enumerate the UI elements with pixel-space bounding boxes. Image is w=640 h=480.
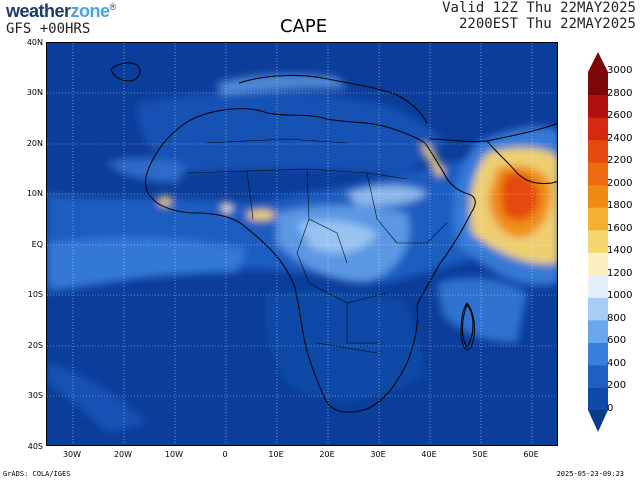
colorbar-swatch-1600 [588,207,608,231]
lon-label-60e: 60E [523,450,539,459]
logo-registered-mark: ® [109,2,117,12]
model-run-label: GFS +00HRS [6,21,91,37]
colorbar-swatch-2000 [588,162,608,186]
colorbar-bottom-arrow [588,410,608,432]
colorbar-label-2200: 2200 [607,155,633,167]
cape-colorbar [588,52,608,432]
lon-label-10w: 10W [164,450,184,459]
colorbar-label-2600: 2600 [607,110,633,122]
colorbar-top-arrow [588,52,608,72]
lon-label-20w: 20W [113,450,133,459]
valid-time: Valid 12Z Thu 22MAY2025 2200EST Thu 22MA… [442,0,636,32]
colorbar-label-2400: 2400 [607,132,633,144]
colorbar-label-1800: 1800 [607,200,633,212]
colorbar-label-1600: 1600 [607,222,633,234]
lon-label-50e: 50E [472,450,488,459]
colorbar-label-0: 0 [607,403,614,414]
lat-label-eq: EQ [31,240,43,249]
valid-time-utc: Valid 12Z Thu 22MAY2025 [442,0,636,16]
lat-label-10s: 10S [27,290,43,299]
lat-lon-grid [47,43,557,445]
lon-label-30w: 30W [62,450,82,459]
colorbar-swatch-1000 [588,274,608,298]
colorbar-label-600: 600 [607,335,627,347]
colorbar-swatches [588,72,608,411]
colorbar-label-2800: 2800 [607,87,633,99]
lon-label-0: 0 [222,450,228,459]
lat-label-40n: 40N [26,38,43,47]
colorbar-label-1200: 1200 [607,267,633,279]
colorbar-label-400: 400 [607,357,627,369]
colorbar-swatch-600 [588,319,608,343]
lat-label-40s: 40S [27,442,43,451]
footer-credit: GrADS: COLA/IGES [3,470,71,478]
valid-time-local: 2200EST Thu 22MAY2025 [458,16,636,32]
colorbar-swatch-2800 [588,72,608,96]
coastlines [110,62,557,413]
lat-label-30n: 30N [26,88,43,97]
cape-map [46,42,558,446]
map-title: CAPE [280,16,328,37]
colorbar-label-1400: 1400 [607,245,633,257]
colorbar-label-1000: 1000 [607,290,633,302]
colorbar-swatch-1200 [588,252,608,276]
colorbar-label-800: 800 [607,312,627,324]
colorbar-swatch-1800 [588,184,608,208]
colorbar-swatch-2600 [588,94,608,118]
colorbar-swatch-1400 [588,229,608,253]
lat-label-20s: 20S [27,341,43,350]
lon-label-40e: 40E [421,450,437,459]
weatherzone-logo: weatherzone® [6,1,116,22]
colorbar-swatch-800 [588,297,608,321]
colorbar-label-3000: 3000 [607,65,633,76]
colorbar-swatch-2200 [588,139,608,163]
colorbar-label-200: 200 [607,380,627,392]
lat-label-30s: 30S [27,391,43,400]
cape-field [47,74,557,433]
colorbar-swatch-0 [588,387,608,411]
logo-text-weather: weather [6,1,71,21]
colorbar-swatch-2400 [588,117,608,141]
lon-label-10e: 10E [268,450,284,459]
logo-text-zone: zone [70,1,111,21]
lon-label-30e: 30E [370,450,386,459]
colorbar-swatch-200 [588,364,608,388]
lon-label-20e: 20E [319,450,335,459]
colorbar-label-2000: 2000 [607,177,633,189]
footer-timestamp: 2025-05-23-09:23 [556,470,624,478]
lat-label-10n: 10N [26,189,43,198]
colorbar-swatch-400 [588,342,608,366]
cape-map-svg [47,43,557,445]
lat-label-20n: 20N [26,139,43,148]
madagascar-outline [462,304,474,348]
